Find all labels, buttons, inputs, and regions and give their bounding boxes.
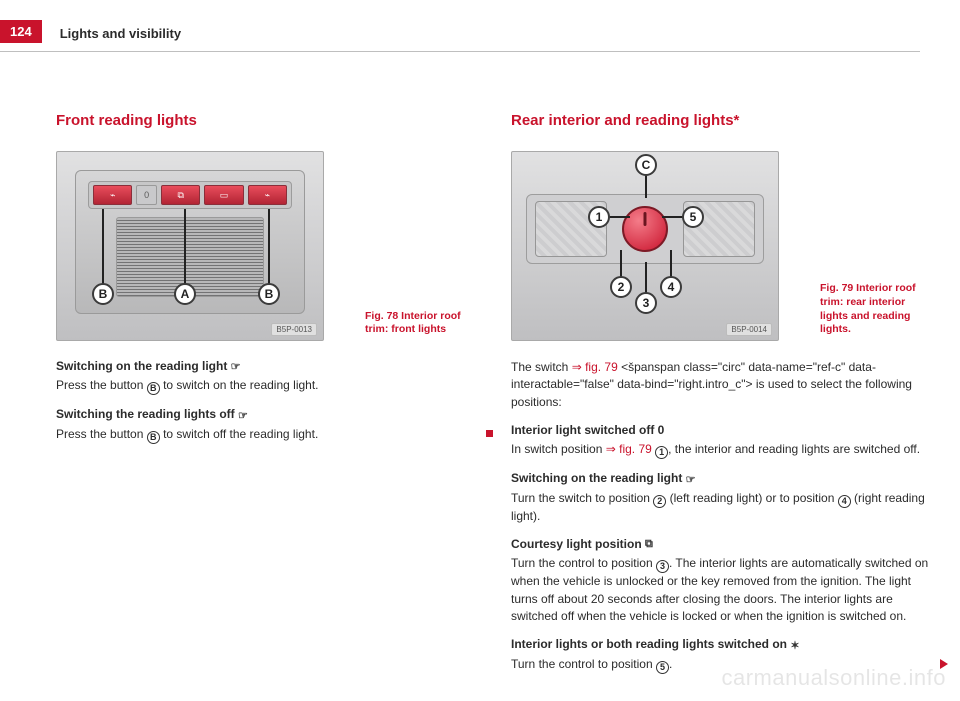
ref-4: 4: [838, 495, 851, 508]
callout-2: 2: [610, 276, 632, 298]
door-icon: ⧉: [177, 190, 183, 201]
lead-line: [102, 209, 104, 287]
callout-b: B: [92, 283, 114, 305]
ref-1: 1: [655, 446, 668, 459]
fig79-dial: [622, 206, 668, 252]
figure-79-block: C 1 5 2 3 4 B5P-0014 Fig. 79 Interior ro…: [511, 151, 930, 341]
lead-line: [268, 209, 270, 287]
book-icon: ▭: [220, 190, 229, 201]
left-heading: Front reading lights: [56, 112, 475, 129]
text: [618, 360, 621, 374]
xref-fig79[interactable]: ⇒ fig. 79: [606, 442, 652, 456]
callout-5: 5: [682, 206, 704, 228]
text: to switch on the reading light.: [160, 378, 319, 392]
text: Press the button: [56, 378, 147, 392]
fig78-btn-mid2: ▭: [204, 185, 243, 205]
right-h-read: Switching on the reading light ☞: [511, 471, 930, 485]
left-h-off: Switching the reading lights off ☞: [56, 407, 475, 421]
text: Interior lights or both reading lights s…: [511, 637, 787, 651]
left-p-off: Press the button B to switch off the rea…: [56, 426, 475, 444]
text: .: [669, 657, 672, 671]
ref-3: 3: [656, 560, 669, 573]
right-column: Rear interior and reading lights*: [511, 112, 930, 686]
right-intro: The switch ⇒ fig. 79 <španspan class="ci…: [511, 359, 930, 411]
lead-line: [608, 216, 630, 218]
section-title: Lights and visibility: [60, 26, 181, 43]
text: to switch off the reading light.: [160, 427, 319, 441]
section-end-icon: [486, 430, 493, 437]
fig78-btn-right: ⌁: [248, 185, 287, 205]
right-p-off0: In switch position ⇒ fig. 79 1, the inte…: [511, 441, 930, 459]
text: Turn the switch to position: [511, 491, 653, 505]
figure-78-block: ⌁ 0 ⧉ ▭ ⌁ B A B B5P-0013: [56, 151, 475, 341]
figure-79: C 1 5 2 3 4 B5P-0014: [511, 151, 779, 341]
right-p-read: Turn the switch to position 2 (left read…: [511, 490, 930, 525]
fig79-dial-wrap: [615, 199, 675, 259]
lamp-glyph: ☞: [231, 360, 241, 373]
ref-5: 5: [656, 661, 669, 674]
callout-a: A: [174, 283, 196, 305]
right-heading: Rear interior and reading lights*: [511, 112, 930, 129]
ref-2: 2: [653, 495, 666, 508]
lamp-icon: ⌁: [265, 190, 270, 201]
lamp-icon: ⌁: [110, 190, 115, 201]
right-p-court: Turn the control to position 3. The inte…: [511, 555, 930, 625]
text: Press the button: [56, 427, 147, 441]
fig79-caption: Fig. 79 Interior roof trim: rear interio…: [820, 282, 930, 337]
text: Turn the control to position: [511, 556, 656, 570]
text: The switch: [511, 360, 572, 374]
text: is used to select the following position…: [511, 377, 912, 408]
text: , the interior and reading lights are sw…: [668, 442, 920, 456]
fig78-caption: Fig. 78 Interior roof trim: front lights: [365, 310, 475, 337]
left-h-on: Switching on the reading light ☞: [56, 359, 475, 373]
lead-line: [184, 209, 186, 287]
callout-4: 4: [660, 276, 682, 298]
dot-icon: 0: [144, 190, 149, 200]
right-h-off0: Interior light switched off 0: [511, 423, 930, 437]
ref-b: B: [147, 382, 160, 395]
light-glyph: ✶: [790, 639, 799, 652]
text: Turn the control to position: [511, 657, 656, 671]
lamp-glyph: ☞: [238, 409, 248, 422]
text: In switch position: [511, 442, 606, 456]
fig79-panel: [526, 194, 764, 264]
callout-1: 1: [588, 206, 610, 228]
text: Courtesy light position: [511, 537, 642, 551]
door-glyph: ⧉: [645, 538, 653, 551]
text: Switching on the reading light: [511, 471, 682, 485]
text: Switching on the reading light: [56, 359, 227, 373]
right-h-court: Courtesy light position ⧉: [511, 537, 930, 551]
text: Switching the reading lights off: [56, 407, 235, 421]
callout-3: 3: [635, 292, 657, 314]
content-columns: Front reading lights ⌁ 0 ⧉ ▭ ⌁: [0, 52, 960, 686]
figure-78: ⌁ 0 ⧉ ▭ ⌁ B A B B5P-0013: [56, 151, 324, 341]
fig78-panel: ⌁ 0 ⧉ ▭ ⌁ B A B: [75, 170, 305, 314]
fig78-btn-center: ⧉: [161, 185, 200, 205]
ref-b: B: [147, 431, 160, 444]
text: (left reading light) or to position: [666, 491, 837, 505]
fig78-button-row: ⌁ 0 ⧉ ▭ ⌁: [88, 181, 292, 209]
left-column: Front reading lights ⌁ 0 ⧉ ▭ ⌁: [56, 112, 475, 686]
left-p-on: Press the button B to switch on the read…: [56, 377, 475, 395]
lamp-glyph: ☞: [686, 473, 696, 486]
page-number-badge: 124: [0, 20, 42, 43]
xref-fig79[interactable]: ⇒ fig. 79: [572, 360, 618, 374]
watermark: carmanualsonline.info: [721, 665, 946, 691]
fig78-btn-mid1: 0: [136, 185, 157, 205]
fig78-btn-left: ⌁: [93, 185, 132, 205]
lead-line: [662, 216, 684, 218]
callout-b: B: [258, 283, 280, 305]
page-header: 124 Lights and visibility: [0, 0, 920, 52]
callout-c: C: [635, 154, 657, 176]
fig78-id: B5P-0013: [271, 323, 317, 336]
fig79-id: B5P-0014: [726, 323, 772, 336]
right-h-both: Interior lights or both reading lights s…: [511, 637, 930, 651]
lead-line: [645, 262, 647, 296]
